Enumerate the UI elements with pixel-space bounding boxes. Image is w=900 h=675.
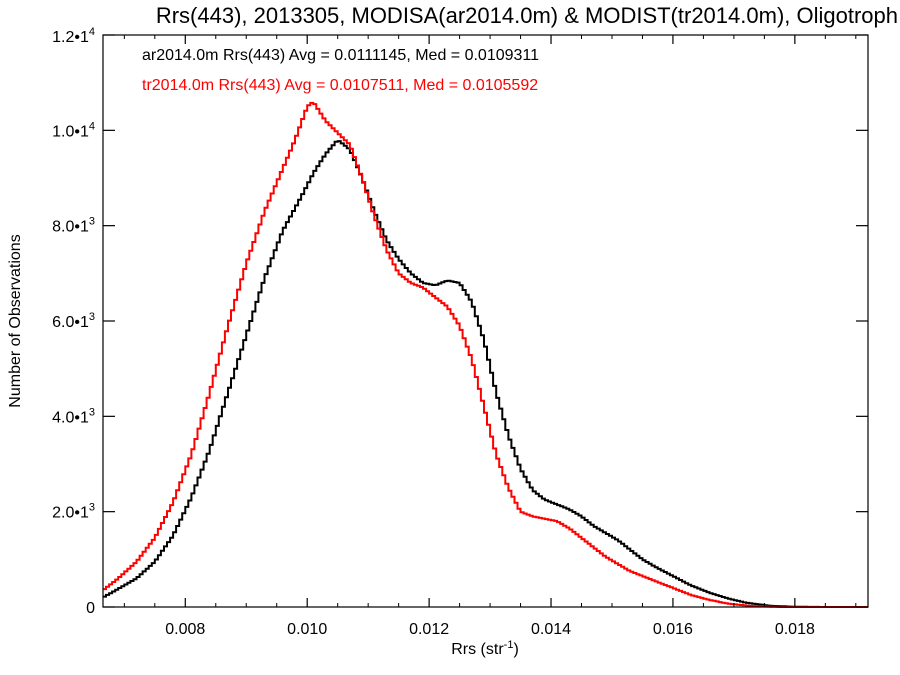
y-axis-label: Number of Observations xyxy=(7,234,24,407)
y-tick-label-2: 4.0•13 xyxy=(52,406,95,426)
y-tick-label-6: 1.2•14 xyxy=(52,26,95,46)
y-tick-label-5: 1.0•14 xyxy=(52,120,95,140)
legend-entry-0: ar2014.0m Rrs(443) Avg = 0.0111145, Med … xyxy=(142,47,539,64)
y-tick-label-0: 0 xyxy=(86,600,95,617)
x-tick-label-4: 0.016 xyxy=(653,621,693,638)
legend-entry-1: tr2014.0m Rrs(443) Avg = 0.0107511, Med … xyxy=(142,77,538,94)
x-tick-label-0: 0.008 xyxy=(165,621,205,638)
chart-title: Rrs(443), 2013305, MODISA(ar2014.0m) & M… xyxy=(156,3,898,28)
x-axis-label: Rrs (str-1) xyxy=(451,639,519,658)
x-tick-label-3: 0.014 xyxy=(531,621,571,638)
x-tick-label-2: 0.012 xyxy=(409,621,449,638)
y-tick-label-4: 8.0•13 xyxy=(52,216,95,236)
y-tick-label-1: 2.0•13 xyxy=(52,502,95,522)
plot-frame xyxy=(102,34,869,608)
legend: ar2014.0m Rrs(443) Avg = 0.0111145, Med … xyxy=(142,47,539,94)
plot-area: 0.008 0.010 0.012 0.014 0.016 0.018 0 2.0•13 4.… xyxy=(52,26,869,638)
x-axis-ticks: 0.008 0.010 0.012 0.014 0.016 0.018 xyxy=(123,35,857,638)
y-tick-label-3: 6.0•13 xyxy=(52,311,95,331)
series-line-1 xyxy=(103,101,868,608)
x-tick-label-5: 0.018 xyxy=(775,621,815,638)
y-axis-ticks: 0 2.0•13 4.0•13 6.0•13 8.0•13 1.0•14 1.2•14 xyxy=(52,26,868,617)
series-line-0 xyxy=(103,140,868,608)
series-layer xyxy=(103,101,868,608)
x-tick-label-1: 0.010 xyxy=(287,621,327,638)
